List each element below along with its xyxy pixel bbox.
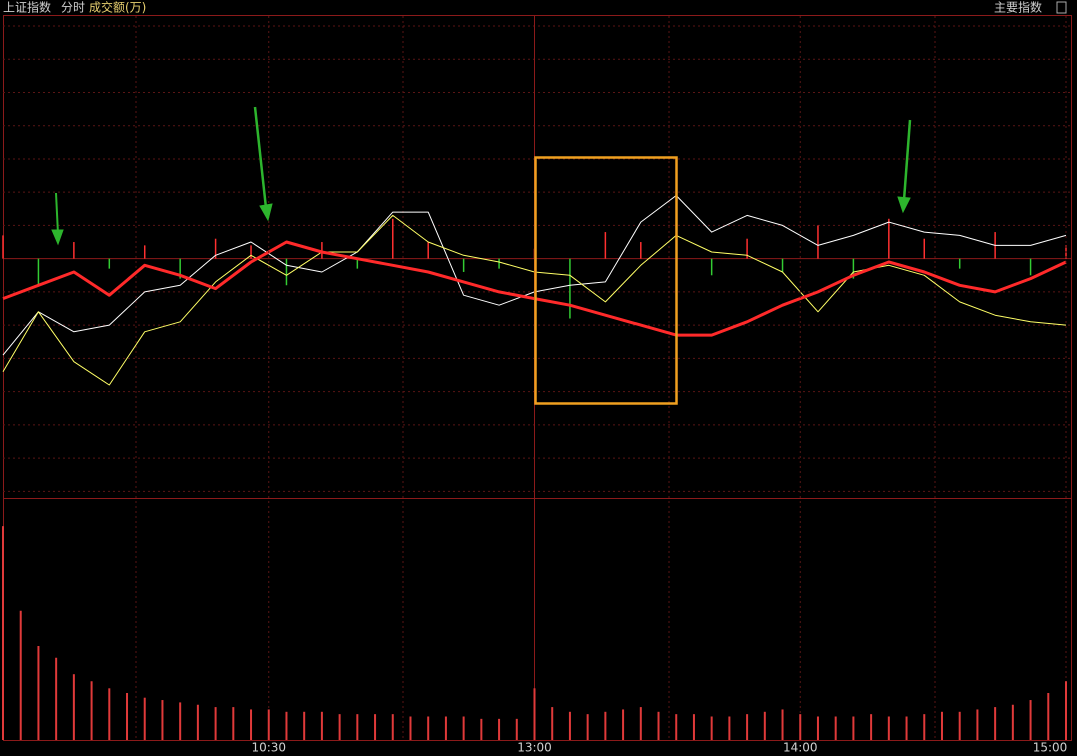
indicator-label[interactable]: 成交额(万) xyxy=(89,0,146,15)
volume-bar xyxy=(214,707,217,740)
volume-bar xyxy=(72,674,75,740)
volume-bar xyxy=(462,716,465,740)
volume-bar xyxy=(816,716,819,740)
volume-bar xyxy=(250,709,253,740)
volume-bar xyxy=(799,714,802,740)
volume-bar xyxy=(55,657,58,740)
index-name: 上证指数 xyxy=(3,0,51,15)
volume-bar xyxy=(639,707,642,740)
volume-bar xyxy=(391,714,394,740)
volume-bar xyxy=(551,707,554,740)
volume-bar xyxy=(533,688,536,740)
volume-bar xyxy=(905,716,908,740)
volume-bar xyxy=(320,711,323,740)
volume-bar xyxy=(427,716,430,740)
mode-label: 分时 xyxy=(61,1,85,15)
volume-bar xyxy=(1047,693,1050,740)
volume-bar xyxy=(374,714,377,740)
volume-bar xyxy=(480,718,483,740)
volume-bar xyxy=(870,714,873,740)
volume-bar xyxy=(923,714,926,740)
volume-bar xyxy=(285,711,288,740)
half-hour-grid xyxy=(135,16,936,740)
volume-bar xyxy=(763,711,766,740)
volume-bar xyxy=(852,716,855,740)
menu-icon[interactable] xyxy=(1056,1,1067,14)
volume-bar xyxy=(657,711,660,740)
x-tick-label: 14:00 xyxy=(783,741,818,755)
x-tick-label: 13:00 xyxy=(517,741,552,755)
volume-bar xyxy=(409,716,412,740)
volume-bar xyxy=(19,610,22,740)
volume-bar xyxy=(108,688,111,740)
volume-bar xyxy=(781,709,784,740)
volume-bar xyxy=(232,707,235,740)
frame xyxy=(3,15,1072,741)
volume-bar xyxy=(994,707,997,740)
volume-bar xyxy=(1011,704,1014,740)
volume-bar xyxy=(126,693,129,740)
annotation-arrows xyxy=(51,106,912,246)
volume-bar xyxy=(161,700,164,740)
volume-bar xyxy=(2,526,4,740)
volume-bar xyxy=(976,709,979,740)
volume-bar xyxy=(90,681,93,740)
volume-bar xyxy=(834,716,837,740)
volume-bar xyxy=(887,716,890,740)
volume-bar xyxy=(710,716,713,740)
volume-bar xyxy=(604,711,607,740)
volume-bar xyxy=(568,711,571,740)
menu-label[interactable]: 主要指数 xyxy=(994,0,1042,15)
volume-bar xyxy=(692,714,695,740)
plot-layer: 10:30 13:00 14:00 15:00 xyxy=(2,16,1071,755)
volume-bar xyxy=(1029,700,1032,740)
volume-bar xyxy=(338,714,341,740)
volume-bar xyxy=(267,709,270,740)
x-tick-label: 10:30 xyxy=(251,741,286,755)
volume-bar xyxy=(940,711,943,740)
volume-bar xyxy=(728,716,731,740)
volume-bar xyxy=(179,702,182,740)
volume-bar xyxy=(498,718,501,740)
volume-bar xyxy=(356,714,359,740)
volume-bar xyxy=(196,704,199,740)
volume-bar xyxy=(444,716,447,740)
volume-bar xyxy=(586,714,589,740)
volume-bar xyxy=(143,697,146,740)
highlight-box xyxy=(534,156,678,405)
volume-bar xyxy=(37,646,40,740)
volume-bar xyxy=(675,714,678,740)
volume-bar xyxy=(958,711,961,740)
volume-bar xyxy=(515,718,518,740)
volume-bar xyxy=(746,714,749,740)
volume-bar xyxy=(1065,681,1067,740)
volume-bar xyxy=(303,711,306,740)
volume-bar xyxy=(622,709,625,740)
x-tick-label: 15:00 xyxy=(1033,741,1068,755)
